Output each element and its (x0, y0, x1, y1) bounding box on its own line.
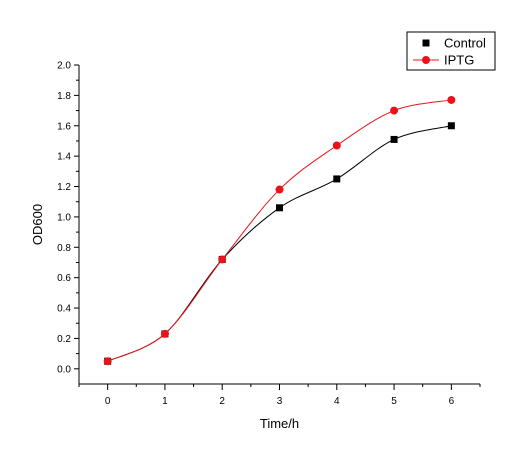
data-point-control (276, 204, 283, 212)
y-tick-label: 1.6 (57, 121, 71, 132)
series-line-iptg (107, 99, 452, 362)
y-axis-label: OD600 (30, 204, 45, 245)
legend-marker (422, 56, 430, 64)
series-line-control (107, 125, 452, 362)
legend-marker (422, 39, 430, 47)
data-point-iptg (332, 141, 341, 150)
y-tick-label: 1.2 (57, 182, 71, 193)
data-point-iptg (160, 329, 169, 338)
y-tick-label: 0.6 (57, 273, 71, 284)
x-axis-label: Time/h (260, 416, 299, 431)
x-tick-label: 3 (277, 396, 283, 407)
series-iptg (103, 95, 456, 366)
y-tick-label: 1.0 (57, 212, 71, 223)
series-control (104, 122, 455, 365)
axes (78, 65, 480, 385)
data-point-control (447, 122, 455, 130)
legend-item-iptg: IPTG (413, 53, 474, 68)
y-tick-label: 2.0 (57, 61, 71, 72)
x-ticks: 0 1 2 3 4 5 6 (78, 384, 481, 407)
x-tick-label: 1 (162, 396, 168, 407)
x-tick-label: 6 (449, 396, 455, 407)
y-tick-label: 1.4 (57, 152, 71, 163)
data-point-iptg (447, 95, 456, 104)
y-tick-label: 0.8 (57, 243, 71, 254)
y-tick-label: 0.2 (57, 334, 71, 345)
y-ticks: 0.0 0.2 0.4 0.6 0.8 1.0 1.2 1.4 1.6 1.8 2.0 (57, 61, 79, 375)
y-tick-label: 1.8 (57, 91, 71, 102)
x-tick-label: 2 (219, 396, 225, 407)
x-tick-label: 0 (105, 396, 111, 407)
data-point-control (333, 175, 341, 183)
x-tick-label: 5 (391, 396, 397, 407)
data-point-control (390, 135, 398, 143)
legend-label: IPTG (444, 53, 474, 68)
legend-item-control: Control (422, 36, 486, 51)
y-tick-label: 0.4 (57, 304, 71, 315)
legend-label: Control (444, 36, 486, 51)
legend-box (406, 31, 496, 71)
legend: Control IPTG (406, 31, 496, 71)
data-point-iptg (218, 255, 227, 264)
y-tick-label: 0.0 (57, 364, 71, 375)
data-point-iptg (103, 357, 112, 366)
x-tick-label: 4 (334, 396, 340, 407)
data-point-iptg (275, 185, 284, 194)
data-point-iptg (390, 106, 399, 115)
